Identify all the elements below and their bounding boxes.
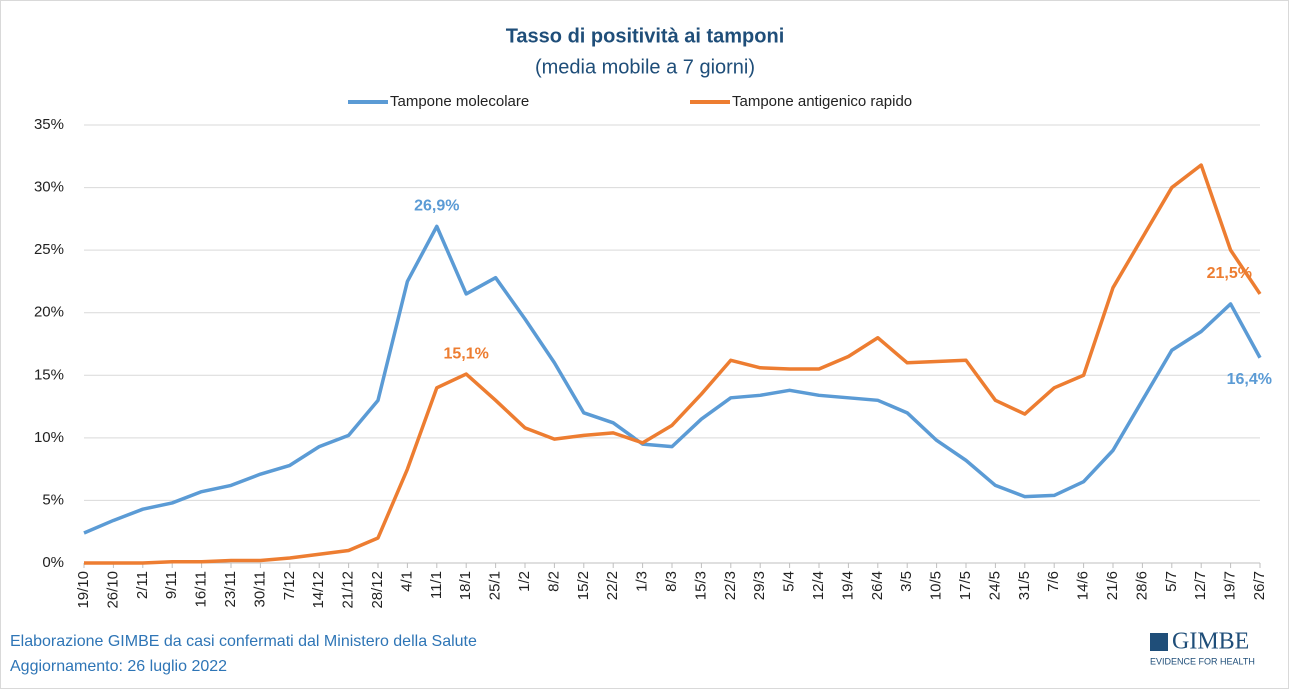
x-tick-label: 31/5 xyxy=(1016,571,1033,600)
x-tick-label: 16/11 xyxy=(193,571,210,607)
x-tick-label: 14/12 xyxy=(310,571,327,609)
x-tick-label: 23/11 xyxy=(222,571,239,607)
y-tick-label: 0% xyxy=(42,554,64,571)
x-tick-label: 1/2 xyxy=(516,571,533,592)
x-tick-label: 1/3 xyxy=(634,571,651,592)
x-tick-label: 22/2 xyxy=(604,571,621,600)
x-tick-label: 7/12 xyxy=(281,571,298,600)
y-tick-label: 25% xyxy=(34,241,64,258)
y-tick-label: 20% xyxy=(34,304,64,321)
x-tick-label: 4/1 xyxy=(398,571,415,592)
x-tick-label: 10/5 xyxy=(928,571,945,600)
y-tick-label: 15% xyxy=(34,366,64,383)
x-tick-label: 12/7 xyxy=(1192,571,1209,600)
x-tick-label: 24/5 xyxy=(986,571,1003,600)
x-tick-label: 7/6 xyxy=(1045,571,1062,592)
x-tick-label: 9/11 xyxy=(163,571,180,599)
x-tick-label: 14/6 xyxy=(1075,571,1092,600)
y-tick-label: 5% xyxy=(42,491,64,508)
y-tick-label: 10% xyxy=(34,429,64,446)
logo: GIMBE xyxy=(1172,629,1249,655)
series-line xyxy=(83,224,1262,535)
y-tick-label: 30% xyxy=(34,179,64,196)
data-label: 15,1% xyxy=(444,345,489,362)
x-tick-label: 19/7 xyxy=(1222,571,1239,600)
x-tick-label: 22/3 xyxy=(722,571,739,600)
logo-icon xyxy=(1150,633,1168,651)
x-tick-label: 8/2 xyxy=(545,571,562,592)
legend-label: Tampone molecolare xyxy=(390,93,529,110)
y-tick-label: 35% xyxy=(34,116,64,133)
logo-tagline: EVIDENCE FOR HEALTH xyxy=(1150,656,1255,666)
x-tick-label: 11/1 xyxy=(428,571,445,599)
x-tick-label: 15/3 xyxy=(692,571,709,600)
x-tick-label: 17/5 xyxy=(957,571,974,600)
x-tick-label: 26/10 xyxy=(104,571,121,609)
x-tick-label: 28/12 xyxy=(369,571,386,609)
x-tick-label: 2/11 xyxy=(134,571,151,599)
x-tick-label: 5/4 xyxy=(781,571,798,592)
data-label: 16,4% xyxy=(1227,371,1272,388)
x-tick-label: 21/6 xyxy=(1104,571,1121,600)
chart-subtitle: (media mobile a 7 giorni) xyxy=(535,56,755,78)
source-note: Elaborazione GIMBE da casi confermati da… xyxy=(10,633,477,650)
x-tick-label: 5/7 xyxy=(1163,571,1180,592)
x-tick-label: 28/6 xyxy=(1133,571,1150,600)
x-tick-label: 15/2 xyxy=(575,571,592,600)
x-tick-label: 19/10 xyxy=(75,571,92,609)
data-label: 26,9% xyxy=(414,198,459,215)
update-note: Aggiornamento: 26 luglio 2022 xyxy=(10,658,227,675)
x-tick-label: 19/4 xyxy=(839,571,856,600)
x-tick-label: 25/1 xyxy=(487,571,504,600)
x-tick-label: 12/4 xyxy=(810,571,827,600)
series-line xyxy=(84,163,1262,565)
x-tick-label: 30/11 xyxy=(251,571,268,607)
x-tick-label: 21/12 xyxy=(340,571,357,609)
chart-title: Tasso di positività ai tamponi xyxy=(506,25,785,47)
x-tick-label: 18/1 xyxy=(457,571,474,600)
x-tick-label: 29/3 xyxy=(751,571,768,600)
data-label: 21,5% xyxy=(1207,265,1252,282)
x-tick-label: 26/4 xyxy=(869,571,886,600)
x-tick-label: 26/7 xyxy=(1251,571,1268,600)
legend-label: Tampone antigenico rapido xyxy=(732,93,912,110)
x-tick-label: 8/3 xyxy=(663,571,680,592)
x-tick-label: 3/5 xyxy=(898,571,915,592)
